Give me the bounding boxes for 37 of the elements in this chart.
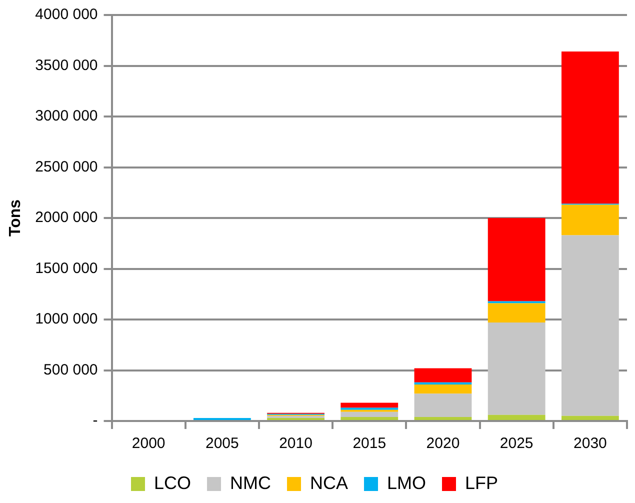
legend-label: LCO <box>154 472 192 493</box>
legend-label: LFP <box>465 472 498 493</box>
bar <box>488 322 546 415</box>
y-tick-label: 3000 000 <box>35 108 98 125</box>
bar <box>340 402 398 408</box>
y-tick-label: 4000 000 <box>35 6 98 24</box>
bar <box>561 52 619 204</box>
bar <box>561 204 619 236</box>
bar <box>561 416 619 420</box>
x-tick-label: 2005 <box>205 435 239 452</box>
y-tick-label: 3500 000 <box>35 56 98 74</box>
y-tick-label: 1000 000 <box>35 310 98 328</box>
y-tick-label: 2000 000 <box>35 209 98 226</box>
x-tick-label: 2000 <box>132 435 166 452</box>
y-axis-title: Tons <box>7 199 24 237</box>
x-tick-label: 2030 <box>574 435 607 452</box>
legend-label: NMC <box>230 472 271 493</box>
bar <box>414 416 472 420</box>
bar <box>414 368 472 382</box>
y-tick-label: 2500 000 <box>35 158 98 176</box>
bar <box>561 235 619 416</box>
bar <box>488 218 546 302</box>
y-tick-label: 500 000 <box>44 361 98 378</box>
bar <box>488 303 546 323</box>
x-tick-label: 2020 <box>426 435 460 452</box>
bar <box>340 416 398 420</box>
legend-label: LMO <box>386 472 426 493</box>
y-tick-label: - <box>92 412 98 430</box>
y-tick-label: 1500 000 <box>35 260 98 277</box>
bar <box>340 412 398 417</box>
bar <box>414 384 472 394</box>
x-tick-label: 2025 <box>500 435 534 452</box>
bar <box>488 414 546 420</box>
x-tick-label: 2010 <box>279 435 312 452</box>
x-tick-label: 2015 <box>352 435 386 452</box>
legend-label: NCA <box>310 472 348 493</box>
bar <box>414 394 472 417</box>
